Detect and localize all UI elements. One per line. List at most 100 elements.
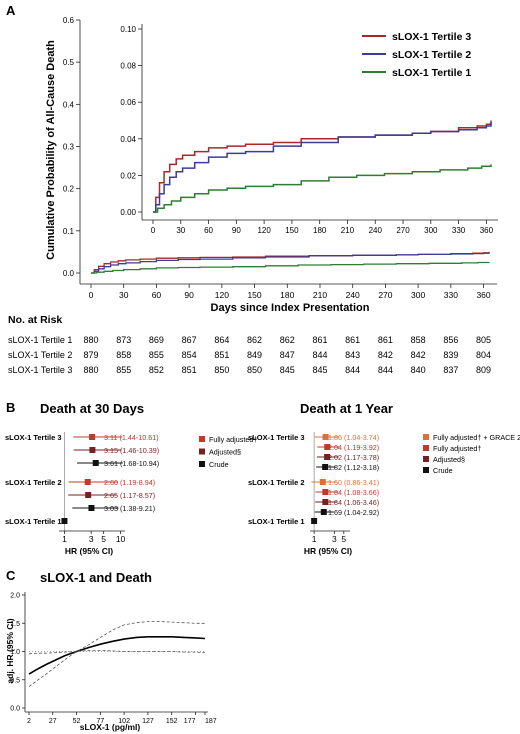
forest-value-label: 2.60 (1.19-8.94) <box>104 478 155 487</box>
risk-count: 869 <box>149 335 164 345</box>
legend-label: sLOX-1 Tertile 1 <box>392 67 471 79</box>
risk-row-label: sLOX-1 Tertile 1 <box>8 335 72 345</box>
spline-title: sLOX-1 and Death <box>40 570 152 585</box>
km-x-tick-label: 60 <box>152 290 162 300</box>
risk-count: 867 <box>182 335 197 345</box>
risk-count: 856 <box>443 335 458 345</box>
risk-count: 880 <box>83 335 98 345</box>
spline-y-tick-label: 0.5 <box>10 677 20 684</box>
inset-y-tick-label: 0.10 <box>120 25 136 34</box>
km-legend: sLOX-1 Tertile 3 sLOX-1 Tertile 2 sLOX-1 T… <box>362 31 471 79</box>
forest-legend-swatch <box>423 456 429 462</box>
risk-count: 858 <box>116 350 131 360</box>
spline-x-tick-label: 27 <box>49 718 57 725</box>
forest-point <box>322 464 329 470</box>
forest-value-label: 1.84 (1.08-3.66) <box>328 488 379 497</box>
forest-x-tick-label: 3 <box>89 534 94 544</box>
risk-count: 804 <box>476 350 491 360</box>
km-inset-line-series-3 <box>153 120 492 213</box>
forest-legend-swatch <box>423 434 429 440</box>
forest-30-days-title: Death at 30 Days <box>40 401 144 416</box>
forest-point <box>324 454 331 460</box>
forest-point <box>92 460 99 466</box>
km-x-tick-label: 360 <box>476 290 490 300</box>
km-main-line-series-3 <box>91 251 490 274</box>
risk-count: 862 <box>280 335 295 345</box>
forest-point <box>88 505 95 511</box>
forest-1-year: Death at 1 Year HR (95% CI) 1 3 5 sLOX-1 Te… <box>248 401 520 556</box>
risk-count: 880 <box>83 365 98 375</box>
forest-point <box>89 447 96 453</box>
risk-count: 849 <box>247 350 262 360</box>
forest-point <box>322 499 329 505</box>
risk-table-title: No. at Risk <box>8 314 62 326</box>
inset-x-tick-label: 30 <box>176 226 185 235</box>
km-chart: Cumulative Probability of All-Cause Deat… <box>8 16 498 375</box>
forest-point <box>322 434 329 440</box>
inset-x-tick-label: 360 <box>480 226 494 235</box>
forest-value-label: 1.84 (1.06-3.46) <box>328 498 379 507</box>
forest-x-tick-label: 5 <box>341 534 346 544</box>
forest-legend-swatch <box>199 436 205 442</box>
km-x-axis-label: Days since Index Presentation <box>211 302 370 314</box>
km-main-line-series-1 <box>91 261 490 274</box>
inset-x-tick-label: 270 <box>396 226 410 235</box>
forest-reference-marker <box>61 518 68 524</box>
spline-chart: sLOX-1 and Death adj. HR (95% CI) sLOX-1… <box>5 570 217 732</box>
inset-x-tick-label: 240 <box>369 226 383 235</box>
km-y-tick-label: 0.2 <box>63 185 75 194</box>
forest-legend-label: Adjusted§ <box>433 455 465 464</box>
risk-count: 842 <box>411 350 426 360</box>
forest-point <box>84 479 91 485</box>
inset-x-tick-label: 210 <box>341 226 355 235</box>
spline-y-tick-label: 2.0 <box>10 593 20 600</box>
inset-x-tick-label: 60 <box>204 226 213 235</box>
panel-label-c: C <box>6 568 16 583</box>
risk-count: 879 <box>83 350 98 360</box>
inset-x-tick-label: 90 <box>232 226 241 235</box>
km-x-tick-label: 270 <box>378 290 392 300</box>
forest-legend-label: Crude <box>209 460 229 469</box>
forest-x-tick-label: 10 <box>116 534 126 544</box>
forest-1-year-x-axis-label: HR (95% CI) <box>304 546 352 556</box>
km-main-line-series-2 <box>91 252 490 274</box>
km-x-tick-label: 330 <box>444 290 458 300</box>
forest-x-tick-label: 5 <box>101 534 106 544</box>
forest-point <box>322 489 329 495</box>
inset-x-tick-label: 330 <box>452 226 466 235</box>
forest-30-days-x-axis-label: HR (95% CI) <box>65 546 113 556</box>
legend-label: sLOX-1 Tertile 2 <box>392 49 471 61</box>
inset-x-tick-label: 300 <box>424 226 438 235</box>
risk-count: 843 <box>345 350 360 360</box>
risk-count: 861 <box>312 335 327 345</box>
risk-count: 844 <box>378 365 393 375</box>
km-x-tick-label: 90 <box>184 290 194 300</box>
forest-x-tick-label: 1 <box>62 534 67 544</box>
spline-y-tick-label: 0.0 <box>10 706 20 713</box>
spline-x-tick-label: 102 <box>118 718 130 725</box>
forest-value-label: 2.02 (1.17-3.78) <box>328 453 379 462</box>
risk-count: 809 <box>476 365 491 375</box>
forest-value-label: 3.03 (1.38-9.21) <box>104 504 155 513</box>
spline-line-estimate <box>28 636 206 675</box>
risk-count: 854 <box>182 350 197 360</box>
km-x-tick-label: 0 <box>89 290 94 300</box>
risk-count: 844 <box>312 350 327 360</box>
legend-label: sLOX-1 Tertile 3 <box>392 31 471 43</box>
km-x-tick-label: 30 <box>119 290 129 300</box>
km-y-tick-label: 0.1 <box>63 227 75 236</box>
forest-group-label: sLOX-1 Tertile 2 <box>5 478 62 487</box>
risk-count: 862 <box>247 335 262 345</box>
forest-point <box>89 434 96 440</box>
forest-x-tick-label: 3 <box>332 534 337 544</box>
risk-count: 858 <box>411 335 426 345</box>
forest-legend-label: Adjusted§ <box>209 448 241 457</box>
risk-count: 850 <box>247 365 262 375</box>
km-x-tick-label: 300 <box>411 290 425 300</box>
km-x-tick-label: 240 <box>346 290 360 300</box>
risk-count: 864 <box>214 335 229 345</box>
forest-legend-label: Fully adjusted† <box>433 444 481 453</box>
risk-count: 852 <box>149 365 164 375</box>
inset-y-tick-label: 0.00 <box>120 208 136 217</box>
